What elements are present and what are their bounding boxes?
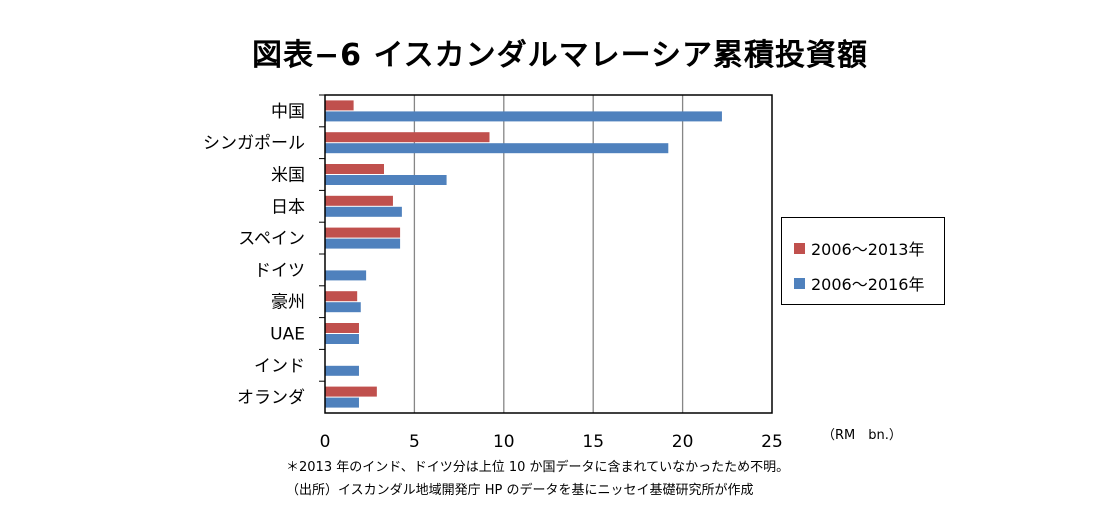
category-label: オランダ <box>237 388 305 408</box>
bar-series-2 <box>325 334 359 344</box>
legend-swatch-series-1 <box>794 242 805 254</box>
bar-series-2 <box>325 302 361 313</box>
bar-series-1 <box>325 323 359 333</box>
bar-series-1 <box>325 132 490 143</box>
bar-series-2 <box>325 143 669 154</box>
footnote: ＊2013 年のインド、ドイツ分は上位 10 か国データに含まれていなかったため… <box>286 460 790 475</box>
bar-series-1 <box>325 195 393 206</box>
grid-lines <box>319 94 684 413</box>
category-label: ドイツ <box>254 261 305 281</box>
category-label: スペイン <box>238 229 305 249</box>
category-label: 中国 <box>271 102 305 122</box>
x-tick-label: 0 <box>320 432 331 452</box>
source-note: （出所）イスカンダル地域開発庁 HP のデータを基にニッセイ基礎研究所が作成 <box>286 483 754 498</box>
x-tick-label: 5 <box>409 432 420 452</box>
legend-item-series-2: 2006～2016年 <box>794 273 925 294</box>
x-tick-label: 10 <box>493 432 515 452</box>
category-label: シンガポール <box>203 134 305 154</box>
bar-series-1 <box>325 100 354 111</box>
chart-title: 図表−6 イスカンダルマレーシア累積投資額 <box>252 38 868 73</box>
bar-series-1 <box>325 291 358 302</box>
plot-frame <box>324 94 773 414</box>
bar-series-2 <box>325 397 359 408</box>
bar-series-2 <box>325 175 447 185</box>
unit-label: （RM bn.） <box>822 428 902 443</box>
x-tick-label: 15 <box>582 432 604 452</box>
bars <box>325 100 722 408</box>
bar-series-1 <box>325 386 377 397</box>
bar-series-2 <box>325 206 402 217</box>
bar-series-2 <box>325 238 401 249</box>
category-label: 日本 <box>271 197 305 217</box>
legend-swatch-series-2 <box>794 277 805 289</box>
legend-item-series-1: 2006～2013年 <box>794 238 925 259</box>
bar-series-2 <box>325 270 367 281</box>
bar-series-1 <box>325 164 385 174</box>
bar-series-2 <box>325 365 359 376</box>
category-label: 豪州 <box>271 292 305 313</box>
category-label: インド <box>254 356 305 376</box>
x-tick-label: 20 <box>672 432 694 452</box>
x-tick-labels: 0 5 10 15 20 25 <box>320 432 783 452</box>
legend-label-series-2: 2006～2016年 <box>811 275 925 294</box>
legend: 2006～2013年 2006～2016年 <box>781 217 945 305</box>
legend-label-series-1: 2006～2013年 <box>811 240 925 259</box>
bar-series-2 <box>325 111 722 122</box>
category-label: UAE <box>270 325 305 345</box>
x-tick-label: 25 <box>761 432 783 452</box>
bar-series-1 <box>325 227 401 238</box>
category-label: 米国 <box>271 166 305 186</box>
